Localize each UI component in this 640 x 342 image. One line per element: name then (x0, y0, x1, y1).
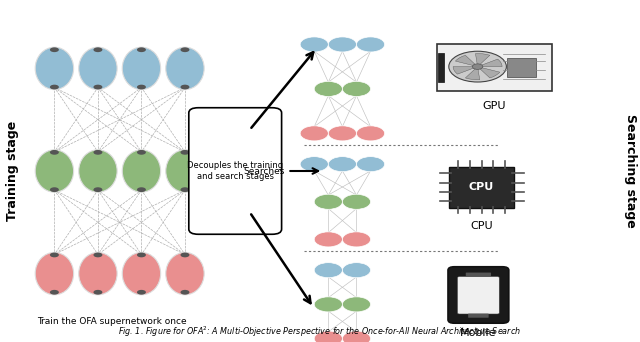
FancyBboxPatch shape (449, 167, 514, 208)
FancyBboxPatch shape (508, 58, 536, 77)
Circle shape (137, 252, 146, 257)
Circle shape (137, 187, 146, 192)
Circle shape (93, 252, 102, 257)
Text: Mobile: Mobile (460, 328, 497, 338)
Ellipse shape (122, 150, 161, 192)
Circle shape (342, 263, 371, 278)
Circle shape (300, 37, 328, 52)
Text: Searching stage: Searching stage (624, 114, 637, 228)
Ellipse shape (166, 150, 204, 192)
Circle shape (356, 157, 385, 172)
Ellipse shape (35, 150, 74, 192)
Circle shape (328, 157, 356, 172)
Ellipse shape (122, 252, 161, 295)
Circle shape (93, 187, 102, 192)
Circle shape (50, 85, 59, 90)
Circle shape (449, 51, 506, 82)
Circle shape (137, 290, 146, 295)
Circle shape (137, 85, 146, 90)
FancyBboxPatch shape (468, 314, 489, 318)
Circle shape (137, 47, 146, 52)
Ellipse shape (79, 252, 117, 295)
Circle shape (342, 232, 371, 247)
Circle shape (180, 85, 189, 90)
Circle shape (342, 297, 371, 312)
Ellipse shape (166, 47, 204, 90)
FancyBboxPatch shape (458, 277, 499, 314)
Text: Decouples the training
and search stages: Decouples the training and search stages (187, 161, 284, 181)
Wedge shape (453, 67, 477, 74)
Text: Training stage: Training stage (6, 121, 19, 221)
Wedge shape (477, 59, 502, 67)
FancyBboxPatch shape (437, 44, 552, 91)
Circle shape (328, 126, 356, 141)
Circle shape (314, 263, 342, 278)
Circle shape (50, 187, 59, 192)
Wedge shape (465, 67, 480, 80)
Ellipse shape (166, 252, 204, 295)
Circle shape (314, 232, 342, 247)
Wedge shape (476, 54, 490, 67)
Circle shape (472, 64, 483, 69)
FancyBboxPatch shape (448, 267, 509, 323)
Circle shape (180, 150, 189, 155)
Circle shape (300, 157, 328, 172)
Circle shape (314, 194, 342, 209)
Wedge shape (477, 67, 500, 78)
Ellipse shape (79, 47, 117, 90)
Circle shape (314, 331, 342, 342)
Circle shape (93, 47, 102, 52)
Circle shape (328, 37, 356, 52)
Ellipse shape (122, 47, 161, 90)
FancyBboxPatch shape (466, 273, 491, 276)
Text: Fig. 1. Figure for OFA$^2$: A Multi-Objective Perspective for the Once-for-All N: Fig. 1. Figure for OFA$^2$: A Multi-Obje… (118, 324, 522, 339)
Ellipse shape (79, 150, 117, 192)
Circle shape (342, 331, 371, 342)
Circle shape (342, 194, 371, 209)
Circle shape (314, 297, 342, 312)
Circle shape (93, 290, 102, 295)
Text: Train the OFA supernetwork once: Train the OFA supernetwork once (37, 317, 187, 326)
Circle shape (300, 126, 328, 141)
FancyBboxPatch shape (189, 108, 282, 234)
Circle shape (180, 47, 189, 52)
Circle shape (356, 37, 385, 52)
Circle shape (180, 187, 189, 192)
Circle shape (137, 150, 146, 155)
Circle shape (93, 150, 102, 155)
Circle shape (93, 85, 102, 90)
Text: CPU: CPU (469, 182, 494, 192)
Circle shape (356, 126, 385, 141)
Text: GPU: GPU (483, 101, 506, 111)
Circle shape (50, 47, 59, 52)
Circle shape (50, 290, 59, 295)
Circle shape (314, 81, 342, 96)
Circle shape (50, 150, 59, 155)
Circle shape (180, 290, 189, 295)
Ellipse shape (35, 252, 74, 295)
Text: Searches: Searches (243, 167, 318, 175)
Text: CPU: CPU (470, 221, 493, 231)
Wedge shape (456, 55, 477, 67)
Ellipse shape (35, 47, 74, 90)
FancyBboxPatch shape (438, 53, 444, 82)
Circle shape (180, 252, 189, 257)
Circle shape (50, 252, 59, 257)
Circle shape (342, 81, 371, 96)
